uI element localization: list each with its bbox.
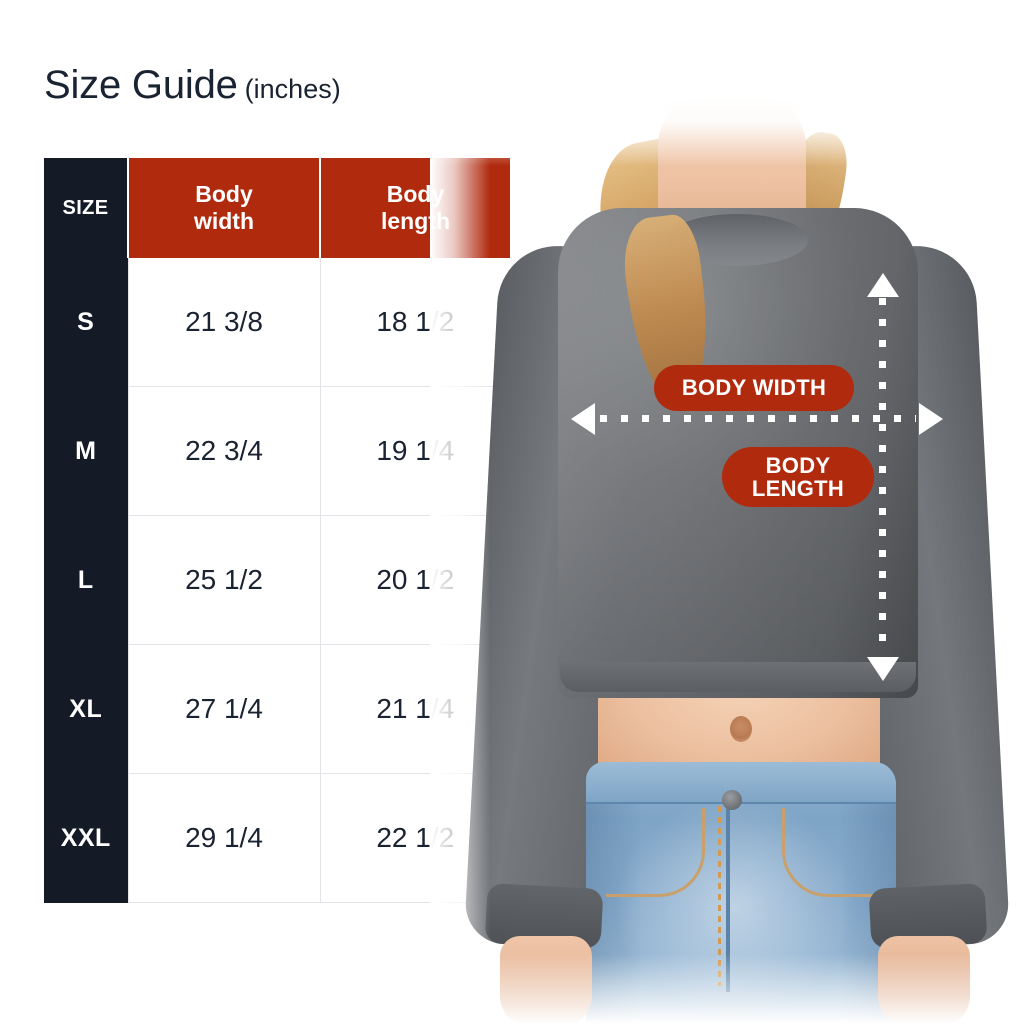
cell-size-xl: XL (44, 644, 128, 774)
sweatshirt-crop-hem (560, 662, 916, 692)
jeans-pocket-left (606, 808, 705, 897)
model-photo (430, 96, 1024, 1024)
navel (730, 716, 752, 742)
photo-top-fade (430, 96, 1024, 166)
cell-body-width-xxl: 29 1/4 (127, 773, 320, 903)
cell-body-width-s: 21 3/8 (127, 258, 320, 387)
page-title: Size Guide (inches) (44, 63, 341, 108)
photo-left-fade (430, 96, 490, 1024)
column-header-size: SIZE (44, 158, 128, 258)
jeans-pocket-right (782, 808, 881, 897)
cell-body-width-m: 22 3/4 (127, 386, 320, 516)
title-main-text: Size Guide (44, 63, 238, 107)
cell-size-m: M (44, 386, 128, 516)
jeans-button (722, 790, 742, 810)
title-unit-text: (inches) (244, 74, 341, 104)
jeans-fly-stitch (718, 806, 721, 986)
sweatshirt-shading (558, 208, 918, 698)
cell-body-width-l: 25 1/2 (127, 515, 320, 645)
cell-size-xxl: XXL (44, 773, 128, 903)
cell-size-l: L (44, 515, 128, 645)
photo-bottom-fade (430, 954, 1024, 1024)
column-header-body-width-line2: width (193, 208, 255, 234)
cell-size-s: S (44, 258, 128, 387)
column-header-body-width-line1: Body (195, 180, 253, 207)
cell-body-width-xl: 27 1/4 (127, 644, 320, 774)
jeans-fly (726, 802, 730, 992)
column-header-body-width: Body width (127, 158, 320, 258)
